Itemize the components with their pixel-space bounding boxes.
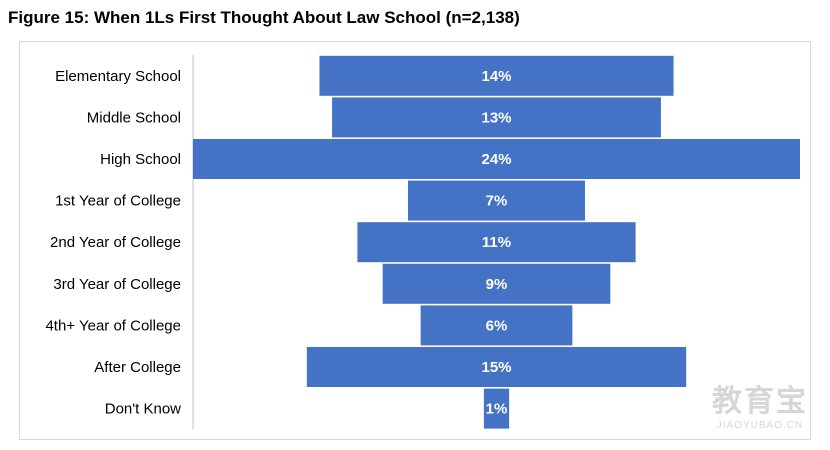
bar-value-label: 15% — [481, 359, 511, 376]
bar — [332, 97, 661, 138]
watermark-main-text: 教育宝 — [712, 384, 808, 419]
bar-value-label: 11% — [482, 234, 511, 251]
category-label: 1st Year of College — [55, 193, 181, 210]
category-label: Elementary School — [55, 68, 181, 85]
bar — [420, 305, 573, 346]
bar-value-label: 13% — [481, 109, 511, 126]
bar-value-label: 14% — [481, 68, 511, 85]
chart-title: Figure 15: When 1Ls First Thought About … — [8, 8, 520, 27]
watermark-logo: 教育宝 JIAOYUBAO.CN — [712, 376, 808, 431]
bar — [193, 139, 800, 179]
category-label: 2nd Year of College — [50, 234, 181, 251]
category-label: Don't Know — [105, 401, 181, 418]
bar-value-label: 9% — [486, 276, 508, 293]
chart-frame — [19, 41, 811, 440]
bar — [382, 263, 611, 304]
category-label: 3rd Year of College — [53, 276, 181, 293]
bar-value-label: 7% — [486, 193, 508, 210]
category-label: After College — [94, 359, 181, 376]
bar — [306, 347, 687, 387]
watermark-sub-text: JIAOYUBAO.CN — [716, 420, 804, 431]
category-label: High School — [100, 151, 181, 168]
bar-value-label: 6% — [486, 317, 508, 334]
bar — [483, 388, 510, 429]
bar — [319, 55, 674, 96]
category-label: Middle School — [87, 109, 181, 126]
bar-value-label: 24% — [481, 151, 511, 168]
category-label: 4th+ Year of College — [45, 317, 181, 334]
bar — [357, 222, 636, 263]
bar-value-label: 1% — [486, 401, 508, 418]
bar — [407, 180, 586, 221]
